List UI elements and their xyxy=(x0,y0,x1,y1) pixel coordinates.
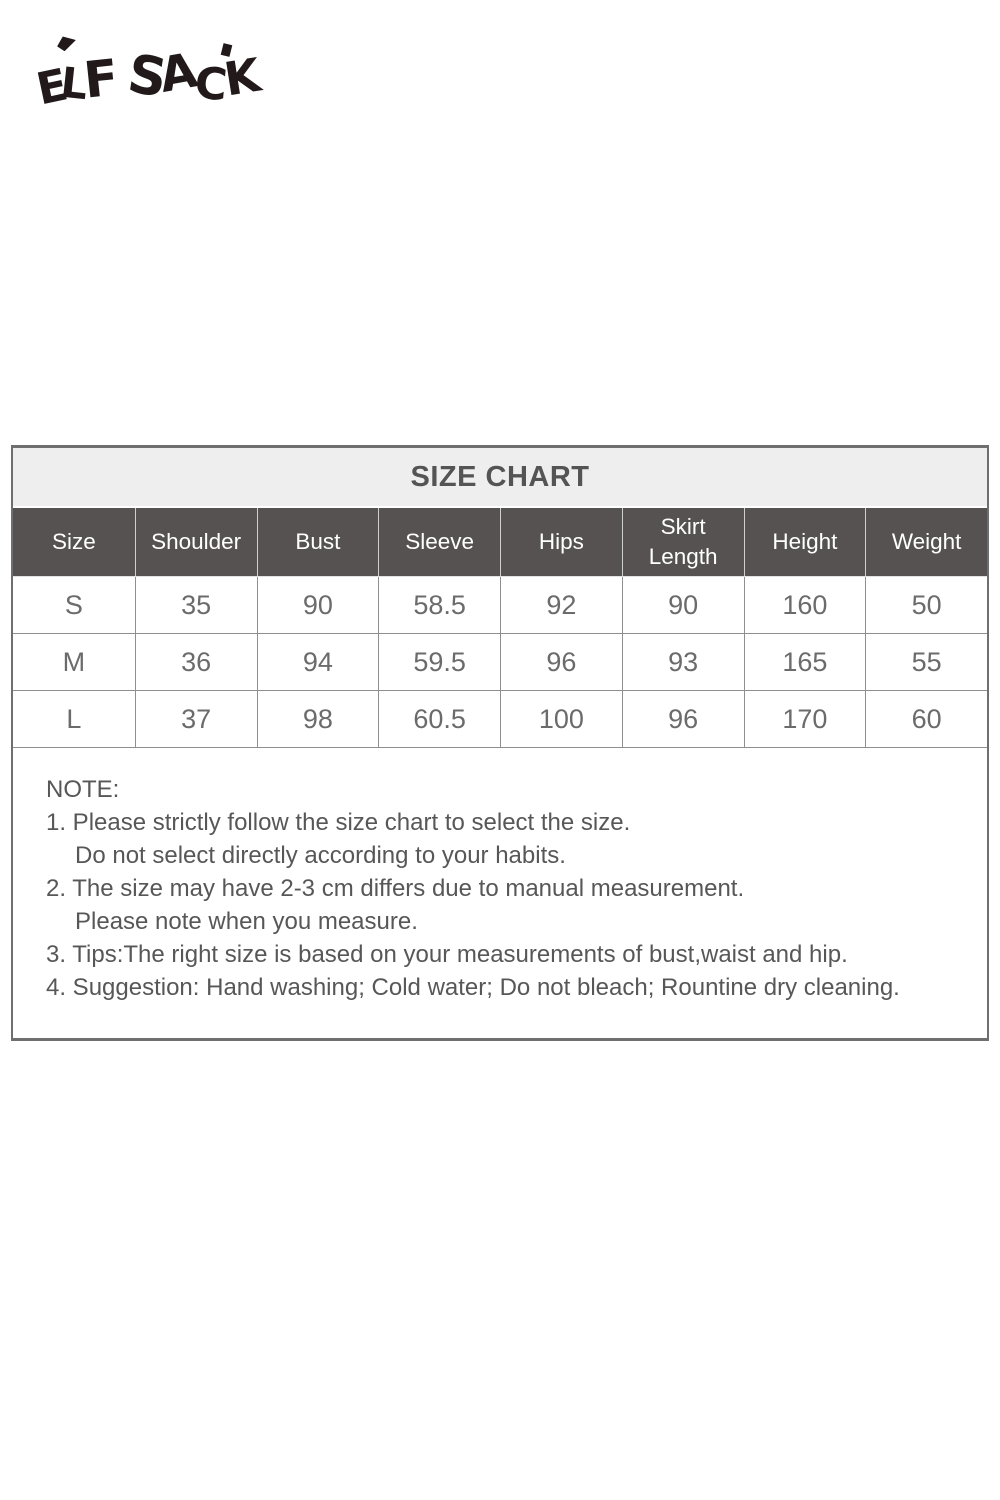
note-line-4: 4. Suggestion: Hand washing; Cold water;… xyxy=(46,974,900,1001)
note-line-1: 1. Please strictly follow the size chart… xyxy=(46,809,631,836)
column-header-height: Height xyxy=(743,508,866,576)
cell-shoulder: 35 xyxy=(134,577,257,633)
cell-shoulder: 36 xyxy=(134,634,257,690)
cell-height: 165 xyxy=(743,634,866,690)
table-row-size-m: M 36 94 59.5 96 93 165 55 xyxy=(13,633,987,690)
logo-text: ELFSACK xyxy=(32,42,264,115)
cell-bust: 98 xyxy=(256,691,379,747)
logo-accent-mark-icon xyxy=(55,35,76,53)
cell-bust: 90 xyxy=(256,577,379,633)
cell-size: S xyxy=(64,589,83,620)
size-chart-title-band: SIZE CHART xyxy=(13,448,987,508)
brand-logo: ELFSACK xyxy=(32,35,266,126)
column-header-sleeve: Sleeve xyxy=(378,508,500,576)
cell-weight: 60 xyxy=(865,691,987,747)
column-header-bust: Bust xyxy=(256,508,379,576)
note-line-1b: Do not select directly according to your… xyxy=(75,842,566,869)
cell-sleeve: 60.5 xyxy=(378,691,500,747)
cell-skirt-length: 90 xyxy=(621,577,744,633)
table-row-size-s: S 35 90 58.5 92 90 160 50 xyxy=(13,576,987,633)
note-heading: NOTE: xyxy=(46,776,120,803)
table-header-row: Size Shoulder Bust Sleeve Hips Skirt Len… xyxy=(13,508,987,576)
cell-bust: 94 xyxy=(256,634,379,690)
cell-weight: 55 xyxy=(865,634,987,690)
cell-hips: 96 xyxy=(500,634,622,690)
note-line-2: 2. The size may have 2-3 cm differs due … xyxy=(46,875,745,902)
column-header-shoulder: Shoulder xyxy=(134,508,257,576)
cell-weight: 50 xyxy=(865,577,987,633)
column-header-weight: Weight xyxy=(865,508,987,576)
cell-shoulder: 37 xyxy=(134,691,257,747)
cell-sleeve: 58.5 xyxy=(378,577,500,633)
column-header-skirt-length: Skirt Length xyxy=(621,508,744,576)
note-section: NOTE: 1. Please strictly follow the size… xyxy=(13,747,987,1038)
logo-letter: K xyxy=(220,47,264,107)
cell-hips: 100 xyxy=(500,691,622,747)
column-header-hips: Hips xyxy=(500,508,622,576)
size-chart-title: SIZE CHART xyxy=(410,460,590,493)
note-line-3: 3. Tips:The right size is based on your … xyxy=(46,941,848,968)
cell-height: 170 xyxy=(743,691,866,747)
size-chart-table: SIZE CHART Size Shoulder Bust Sleeve Hip… xyxy=(11,445,989,1041)
cell-height: 160 xyxy=(743,577,866,633)
cell-size: L xyxy=(66,703,82,734)
cell-size: M xyxy=(62,646,86,677)
cell-skirt-length: 96 xyxy=(621,691,744,747)
table-row-size-l: L 37 98 60.5 100 96 170 60 xyxy=(13,690,987,747)
cell-hips: 92 xyxy=(500,577,622,633)
cell-sleeve: 59.5 xyxy=(378,634,500,690)
logo-letter: F xyxy=(80,48,121,110)
cell-skirt-length: 93 xyxy=(621,634,744,690)
column-header-size: Size xyxy=(51,528,96,554)
note-line-2b: Please note when you measure. xyxy=(75,908,418,935)
